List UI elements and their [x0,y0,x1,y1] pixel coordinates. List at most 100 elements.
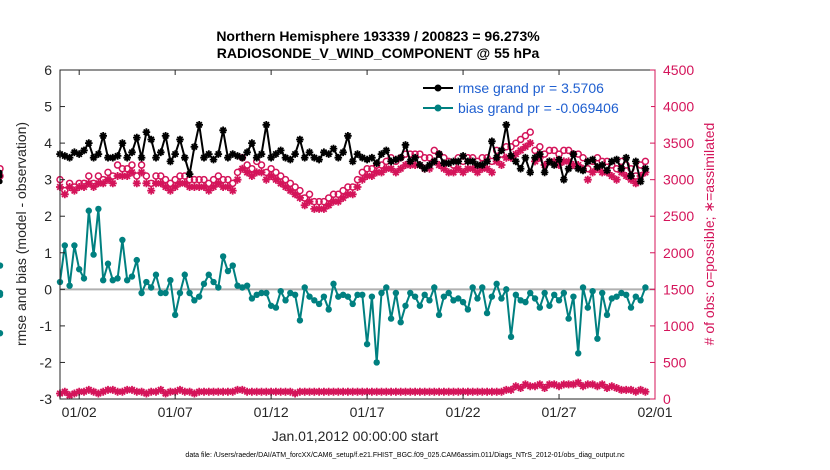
obs_bottom-point [334,387,343,396]
bias-point [311,297,318,304]
bias-point [407,289,414,297]
obs_assimilated-point [291,190,300,199]
obs_bottom-point [483,387,492,396]
rmse-point-star [243,148,251,157]
y-left-tick-label: 4 [44,135,52,151]
obs_assimilated-point [128,168,136,177]
obs_assimilated-point [487,168,496,177]
legend-rmse-marker [434,84,442,92]
bias-point [378,289,385,297]
obs_assimilated-point [166,186,175,195]
obs_assimilated-point [502,153,511,162]
obs_assimilated-point [238,164,247,173]
obs_bottom-point [387,387,396,396]
rmse-point-star [416,161,424,169]
bias-point [234,282,241,289]
rmse-point-star [147,135,155,144]
obs_bottom-point [276,387,285,396]
obs_bottom-point [574,378,583,387]
y-right-tick-label: 1500 [663,281,694,297]
y-right-tick-label: 4500 [663,62,694,78]
rmse-point-star [75,150,83,158]
obs_possible-point [296,186,304,195]
obs_possible-point [248,164,256,173]
y-right-tick-label: 4000 [663,99,694,115]
obs_assimilated-point [372,168,381,177]
rmse-point-star [85,139,93,147]
obs_bottom-point [99,387,108,396]
obs_bottom-point [607,382,616,391]
bias-point [229,262,236,269]
rmse-point-star [632,157,640,166]
rmse-point-star [296,135,304,144]
obs_assimilated-point [84,179,93,188]
obs_bottom-point [243,387,252,396]
obs_bottom-point [156,385,165,394]
obs_bottom-point [641,387,650,396]
bias-point [315,300,323,308]
bias-point [551,291,558,299]
obs_assimilated-point [262,175,271,184]
obs_assimilated-point [319,204,328,213]
obs_bottom-point [108,385,117,394]
obs_bottom-point [617,385,626,394]
legend-bias-label: bias grand pr = -0.069406 [458,100,619,116]
bias-point [632,293,640,300]
y-left-tick-label: 2 [44,208,52,224]
bias-point [243,282,251,289]
obs_assimilated-point [449,168,458,177]
bias-point [455,295,462,302]
obs_assimilated-point [75,183,84,191]
obs_bottom-point [171,387,180,396]
rmse-point-star [339,148,347,157]
obs_bottom-point [228,387,237,396]
y-axis-right: 0 500 1000 1500 2000 2500 3000 3500 4000 4500 [650,62,694,407]
obs_possible-point [205,179,213,188]
obs_bottom-point [300,387,309,396]
bias-point [71,242,78,249]
rmse-point-star [483,157,491,166]
bias-point [594,335,601,342]
obs_possible-point [123,164,131,173]
rmse-point-star [257,150,266,158]
y-right-tick-label: 500 [663,354,687,370]
rmse-point-star [89,153,98,162]
bias-point [359,291,366,299]
obs_bottom-point [588,380,597,389]
obs_assimilated-point [267,172,276,180]
rmse-point-star [502,121,511,129]
obs_possible-point [224,175,232,184]
obs_possible-point [420,153,429,162]
obs_assimilated-point [305,197,314,206]
rmse-point-star [80,146,88,155]
obs_bottom-point [233,385,242,394]
data-file-footer: data file: /Users/raeder/DAI/ATM_forcXX/… [185,452,625,459]
obs_bottom-point [75,387,84,396]
obs_assimilated-point [622,172,631,180]
obs_assimilated-point [363,172,372,180]
obs_possible-point [166,179,175,188]
obs_assimilated-point [516,146,525,155]
obs_possible-point [257,161,266,169]
rmse-point-star [435,150,443,158]
obs_bottom-point [262,387,271,396]
bias-point [517,297,524,304]
obs_assimilated-point [324,201,333,210]
obs_assimilated-point [161,183,170,191]
bias-point [186,289,193,297]
rmse-point-star [358,153,367,162]
rmse-point-star [579,166,587,175]
rmse-point-star [627,172,635,180]
obs_assimilated-point [223,183,232,191]
obs_bottom-point [161,389,170,398]
obs_bottom-point [80,387,88,396]
obs_possible-point [329,190,338,199]
bias-point [287,289,294,297]
obs_assimilated-point [569,161,578,169]
bias-point [301,284,308,291]
rmse-point-star [176,135,184,144]
bias-point [339,291,347,299]
obs_assimilated-point [483,164,492,173]
obs_bottom-point [550,380,559,389]
